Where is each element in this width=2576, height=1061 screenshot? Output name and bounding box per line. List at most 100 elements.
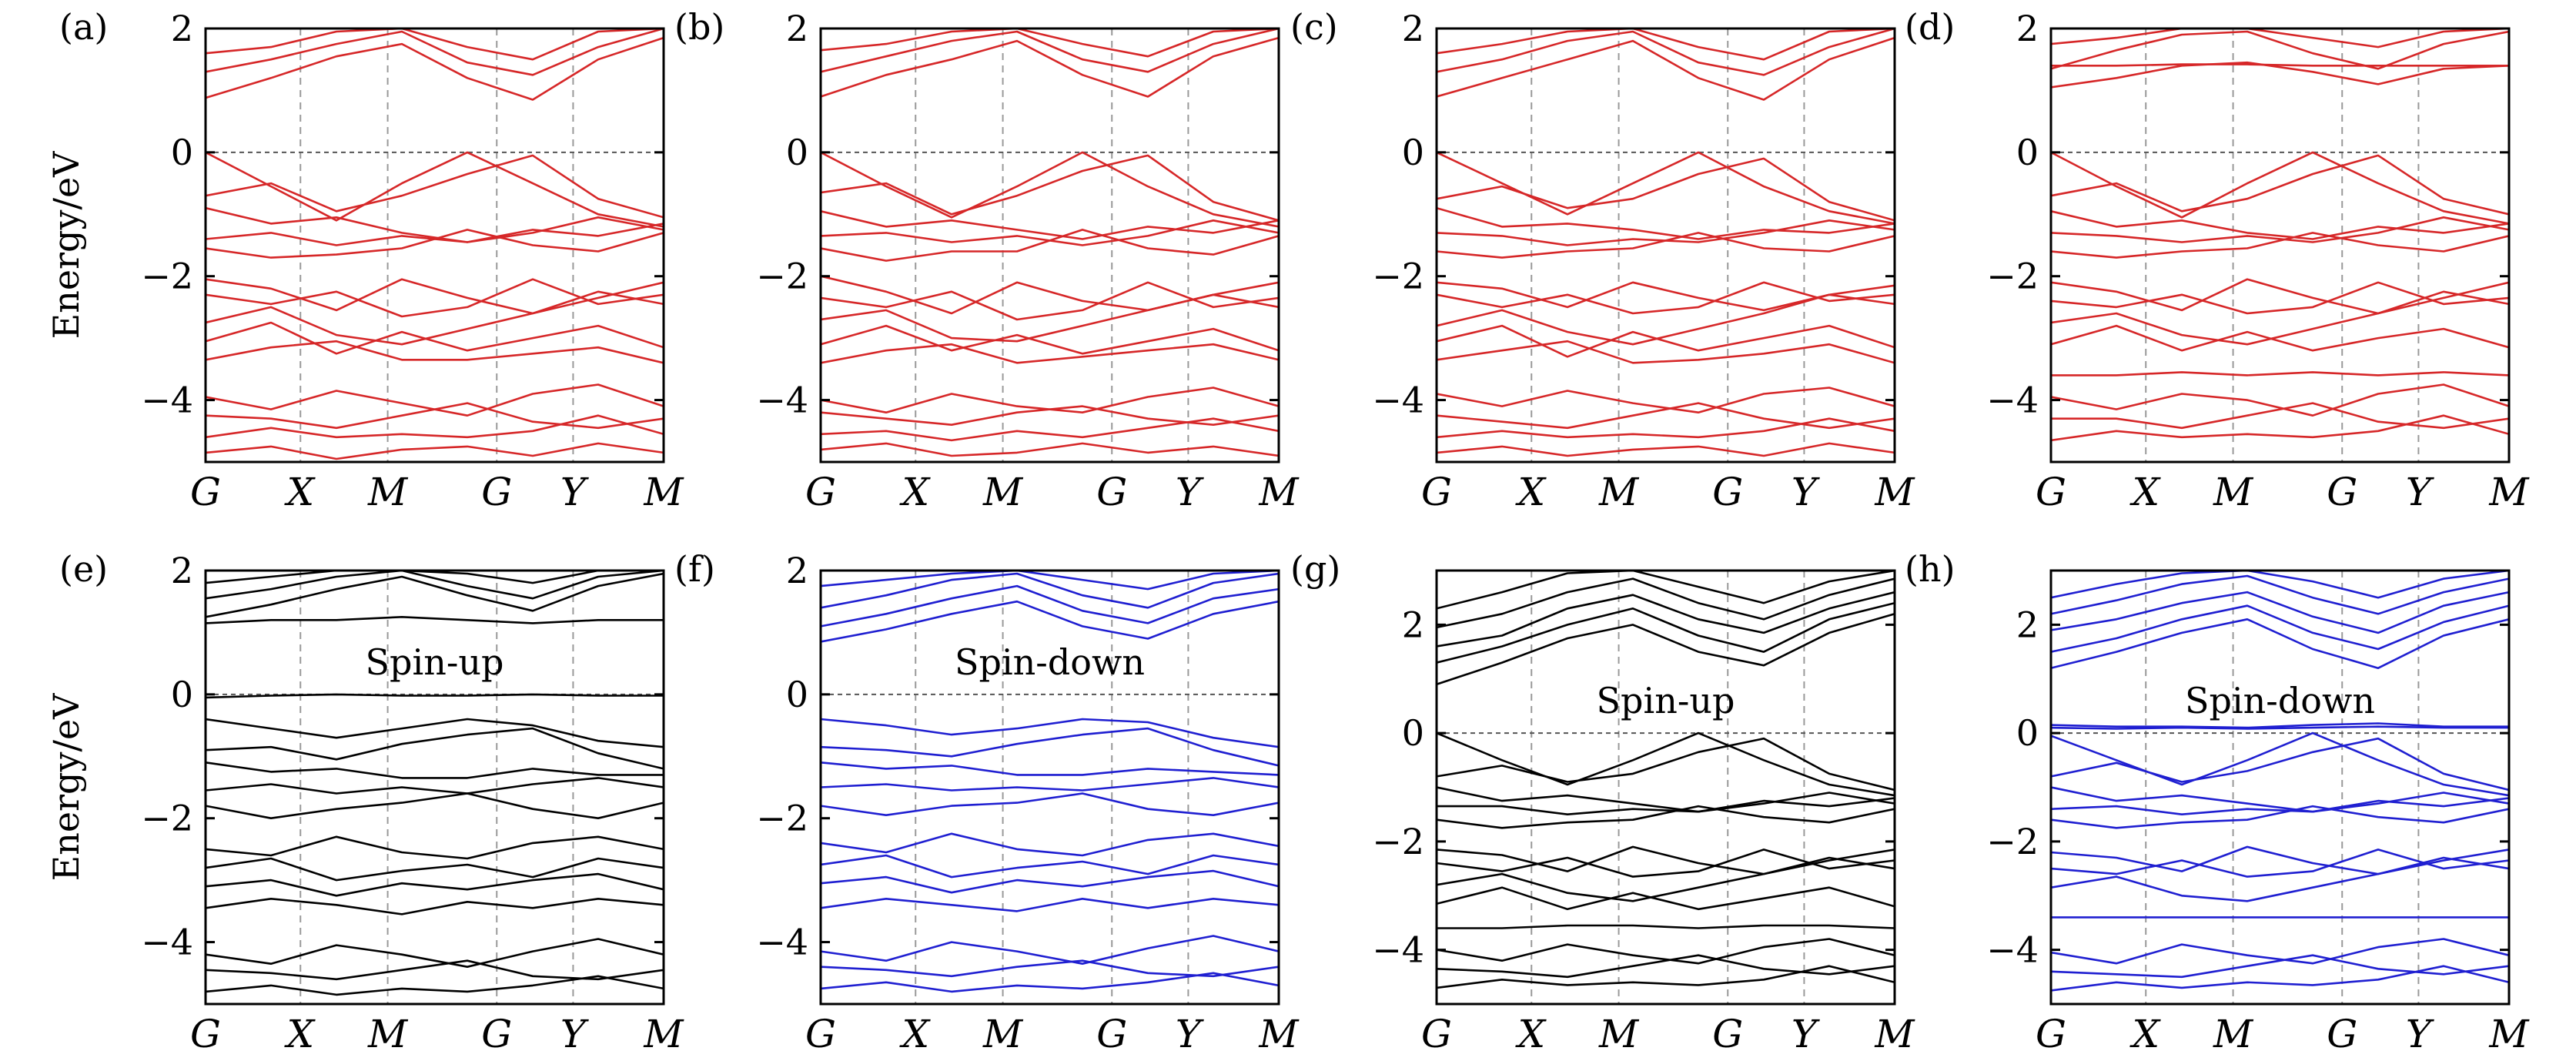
band-line [1437,36,1895,101]
kpath-label: G [1096,1012,1127,1056]
y-tick-label: −4 [1372,380,1424,421]
band-line [1437,848,1895,878]
spin-annotation: Spin-up [366,641,504,683]
band-line [821,572,1279,609]
panel-g: 2 0 −2 −4 G X M G Y M (g) Spin-up [1290,548,1915,1056]
band-line [1437,786,1895,813]
kpath-label: M [982,470,1024,514]
band-line [206,402,664,430]
panel-b: 2 0 −2 −4 G X M G Y M (b) [674,6,1300,514]
band-line [206,206,664,243]
band-line [1437,938,1895,965]
band-line [2051,591,2509,634]
kpath-label: M [1874,1012,1915,1056]
kpath-label: G [1712,470,1743,514]
y-tick-label: −4 [141,922,193,963]
band-line [206,761,664,779]
band-line [1437,281,1895,315]
band-line [206,290,664,346]
band-line [821,600,1279,643]
band-line [1437,293,1895,346]
band-line [821,324,1279,355]
band-line [1437,856,1895,902]
band-line [821,959,1279,978]
kpath-label: Y [2406,470,2434,514]
band-line [1437,417,1895,439]
band-line [1437,737,1895,792]
kpath-label: G [805,470,836,514]
kpath-label: Y [1791,1012,1820,1056]
band-line [821,761,1279,776]
bands [206,571,664,996]
band-line [2051,324,2509,352]
band-line [821,718,1279,748]
band-line [2051,63,2509,67]
kpath-label: M [1598,470,1640,514]
band-line [206,777,664,795]
y-tick-label: −2 [1372,821,1424,862]
band-line [821,935,1279,965]
band-line [1437,157,1895,222]
plot-frame [819,27,1280,464]
band-line [821,832,1279,857]
kpath-label: M [643,1012,684,1056]
plot-frame [819,569,1280,1006]
kpath-label: G [190,1012,221,1056]
band-line [821,854,1279,879]
band-line [2051,737,2509,792]
band-line [1437,151,1895,225]
band-line [2051,232,2509,259]
band-line [1437,577,1895,629]
kpath-label: X [898,470,931,514]
kpath-label: Y [560,1012,589,1056]
band-line [2051,414,2509,442]
plot-frame [204,569,665,1006]
band-line [821,442,1279,457]
band-line [2051,371,2509,377]
panel-label: (g) [1290,548,1340,590]
plot-frame [204,27,665,464]
panel-label: (d) [1905,6,1955,48]
y-tick-label: 2 [786,550,808,591]
band-line [821,229,1279,262]
band-line [206,616,664,624]
y-tick-label: −2 [1372,256,1424,297]
band-line [206,278,664,318]
band-line [206,727,664,770]
band-line [206,959,664,981]
plot-frame [1435,569,1896,1006]
y-tick-label: 2 [1402,8,1424,49]
band-line [2051,30,2509,70]
panel-a: 2 0 −2 −4 G X M G Y M (a) Energy/eV [45,6,684,514]
band-line [821,210,1279,240]
band-line [1437,845,1895,875]
band-line [2051,856,2509,902]
band-line [2051,574,2509,615]
band-line [821,293,1279,343]
band-line [1437,28,1895,76]
band-line [1437,965,1895,989]
band-line [1437,402,1895,430]
y-tick-label: 0 [786,674,808,715]
y-tick-label: −4 [756,922,808,963]
band-line [2051,792,2509,815]
y-axis-label: Energy/eV [45,151,87,340]
kpath-label: X [2129,1012,2161,1056]
y-tick-label: 0 [1402,712,1424,754]
band-line [821,154,1279,222]
band-line [2051,290,2509,346]
bands [821,571,1279,993]
kpath-label: M [1874,470,1915,514]
band-line [821,777,1279,792]
band-line [1437,324,1895,358]
band-line [206,151,664,228]
band-line [2051,281,2509,315]
band-line [1437,924,1895,929]
bands [1437,28,1895,457]
bands [821,28,1279,457]
band-line [1437,387,1895,413]
y-axis-label: Energy/eV [45,693,87,882]
y-tick-label: 0 [786,132,808,173]
band-line [2051,216,2509,243]
band-line [821,869,1279,894]
